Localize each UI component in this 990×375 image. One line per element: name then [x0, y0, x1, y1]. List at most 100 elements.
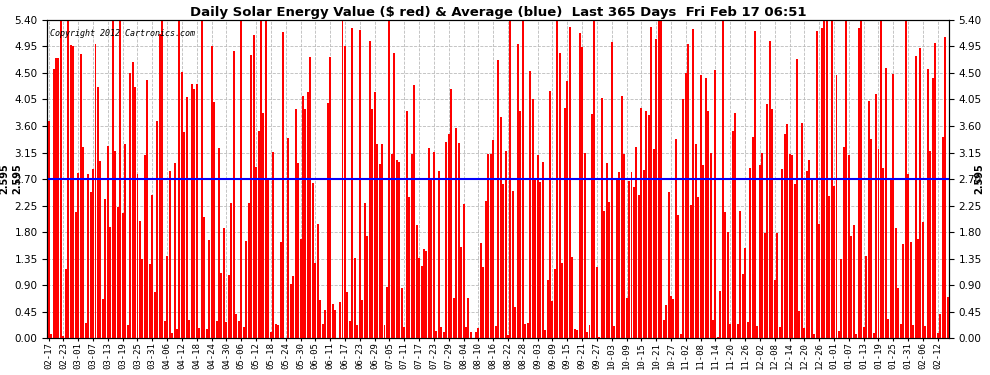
Bar	[855, 334, 857, 338]
Bar	[740, 211, 742, 338]
Bar	[87, 174, 89, 338]
Bar	[57, 58, 59, 338]
Bar	[104, 199, 106, 338]
Bar	[198, 327, 200, 338]
Bar	[510, 20, 512, 338]
Bar	[241, 20, 243, 338]
Bar	[631, 172, 633, 338]
Bar	[401, 288, 403, 338]
Bar	[910, 242, 912, 338]
Bar	[457, 143, 459, 338]
Bar	[828, 196, 830, 338]
Bar	[940, 314, 941, 338]
Bar	[751, 138, 753, 338]
Bar	[946, 297, 948, 338]
Bar	[186, 97, 188, 338]
Bar	[173, 163, 175, 338]
Bar	[542, 162, 544, 338]
Bar	[223, 228, 225, 338]
Bar	[744, 248, 746, 338]
Bar	[847, 156, 849, 338]
Bar	[134, 87, 136, 338]
Bar	[626, 298, 628, 338]
Bar	[55, 58, 57, 338]
Bar	[677, 215, 679, 338]
Text: Copyright 2012 Cartronics.com: Copyright 2012 Cartronics.com	[50, 29, 195, 38]
Bar	[158, 34, 160, 338]
Bar	[944, 37, 946, 338]
Bar	[816, 32, 818, 338]
Bar	[310, 57, 312, 338]
Bar	[280, 242, 282, 338]
Bar	[153, 292, 155, 338]
Bar	[657, 20, 659, 338]
Bar	[117, 207, 119, 338]
Bar	[144, 155, 146, 338]
Bar	[530, 72, 532, 338]
Bar	[368, 41, 370, 338]
Bar	[371, 108, 373, 338]
Bar	[441, 327, 443, 338]
Bar	[801, 123, 803, 338]
Bar	[727, 232, 729, 338]
Bar	[452, 298, 454, 338]
Bar	[804, 328, 806, 338]
Bar	[850, 237, 852, 338]
Bar	[652, 148, 654, 338]
Bar	[769, 40, 771, 338]
Bar	[348, 321, 350, 338]
Text: 2.595: 2.595	[0, 164, 9, 194]
Bar	[799, 310, 801, 338]
Bar	[181, 72, 183, 338]
Bar	[880, 20, 882, 338]
Bar	[885, 68, 887, 338]
Bar	[231, 204, 233, 338]
Bar	[142, 259, 144, 338]
Bar	[791, 155, 793, 338]
Bar	[490, 153, 492, 338]
Bar	[248, 203, 249, 338]
Bar	[339, 302, 341, 338]
Bar	[823, 20, 825, 338]
Bar	[941, 138, 943, 338]
Bar	[809, 160, 811, 338]
Bar	[462, 204, 464, 338]
Bar	[616, 179, 618, 338]
Bar	[722, 20, 724, 338]
Bar	[497, 60, 499, 338]
Bar	[687, 44, 689, 338]
Bar	[877, 148, 879, 338]
Bar	[257, 130, 259, 338]
Bar	[228, 274, 230, 338]
Bar	[320, 300, 322, 338]
Bar	[638, 195, 640, 338]
Bar	[789, 154, 791, 338]
Bar	[517, 44, 519, 338]
Bar	[97, 87, 99, 338]
Bar	[821, 28, 823, 338]
Bar	[477, 328, 479, 338]
Bar	[705, 78, 707, 338]
Bar	[252, 35, 254, 338]
Bar	[482, 267, 484, 338]
Bar	[611, 42, 613, 338]
Bar	[672, 299, 674, 338]
Bar	[836, 75, 838, 338]
Bar	[455, 128, 457, 338]
Bar	[730, 324, 732, 338]
Bar	[460, 247, 462, 338]
Bar	[870, 139, 872, 338]
Bar	[544, 330, 546, 338]
Bar	[576, 330, 578, 338]
Bar	[193, 88, 195, 338]
Bar	[92, 170, 94, 338]
Bar	[725, 212, 727, 338]
Bar	[927, 69, 929, 338]
Bar	[82, 147, 84, 338]
Bar	[571, 256, 573, 338]
Bar	[334, 310, 336, 338]
Bar	[408, 197, 410, 338]
Bar	[416, 225, 418, 338]
Bar	[122, 213, 124, 338]
Bar	[581, 48, 583, 338]
